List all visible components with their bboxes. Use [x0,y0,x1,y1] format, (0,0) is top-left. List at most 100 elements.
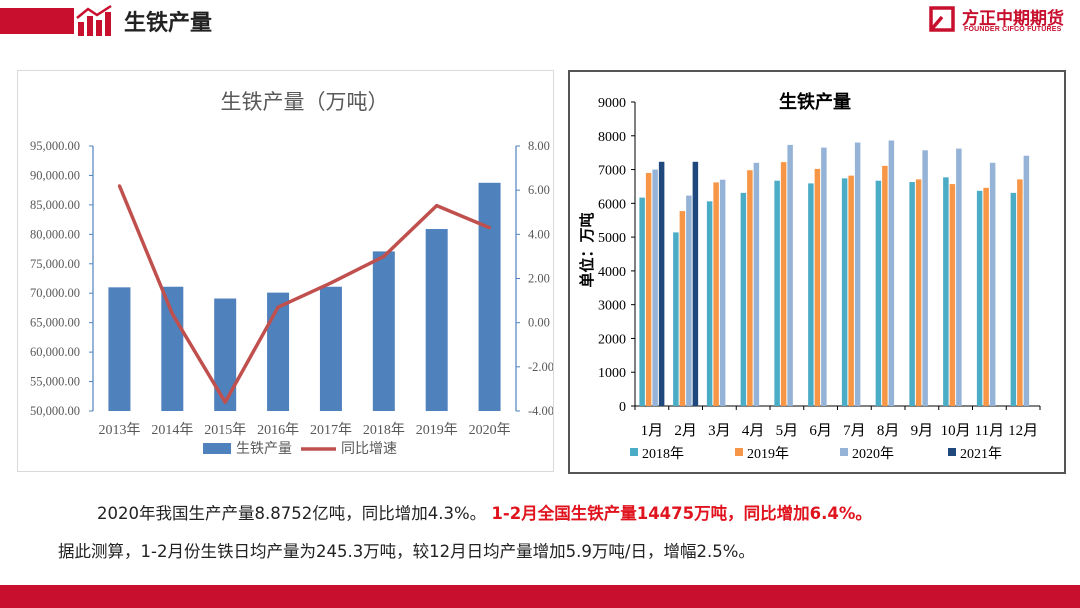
bar-2020年 [686,195,692,406]
bar-2018年 [673,232,679,406]
bar-2019年 [983,187,989,406]
logo-mark-icon [929,6,955,32]
bar-2018年 [774,180,780,406]
bar-2019年 [949,184,956,406]
bar-output [161,286,184,411]
line-point [435,204,439,208]
y-tick-label: 8000 [598,130,626,145]
bar-2019年 [747,170,753,406]
y-left-tick-label: 85,000.00 [30,198,80,212]
legend-swatch [735,448,743,456]
bar-2020年 [888,140,895,407]
legend-label: 2019年 [747,446,789,462]
legend-swatch [840,448,848,456]
bar-2019年 [848,175,854,406]
bar-2020年 [652,169,658,406]
bar-2020年 [989,162,996,406]
bar-chart-icon [74,4,114,38]
line-point [488,226,492,230]
y-right-tick-label: 6.00 [528,183,550,197]
bar-output [319,286,342,411]
y-axis-label: 单位：万吨 [578,212,596,287]
footer-bar [0,585,1080,608]
chart-title: 生铁产量 [779,91,851,112]
x-tick-label: 7月 [843,423,866,439]
y-left-tick-label: 60,000.00 [30,345,80,359]
bar-2019年 [679,211,686,406]
bar-2018年 [706,201,713,406]
line-point [117,184,121,188]
bar-2018年 [639,197,645,406]
bar-2018年 [875,180,882,406]
bar-2018年 [841,178,848,406]
y-left-tick-label: 90,000.00 [30,168,80,182]
bar-output [478,182,501,411]
line-point [223,400,227,404]
bar-2019年 [814,168,821,406]
logo-cn-text: 方正中期期货 [962,9,1064,29]
legend-label: 2021年 [960,446,1002,462]
x-tick-label: 11月 [975,423,1004,439]
bar-2021年 [658,161,665,406]
line-point [276,305,280,309]
x-tick-label: 4月 [742,423,765,439]
x-tick-label: 2016年 [257,422,299,438]
bar-2020年 [787,144,793,407]
legend-swatch [630,448,638,456]
x-tick-label: 2017年 [310,422,352,438]
summary-highlight-text: 1-2月全国生铁产量14475万吨，同比增加6.4%。 [491,504,872,523]
y-left-tick-label: 70,000.00 [30,286,80,300]
bar-output [108,287,131,411]
x-tick-label: 2019年 [416,422,458,438]
bar-2020年 [854,142,861,406]
annual-output-chart: 生铁产量（万吨） 50,000.00 55,000.00 60,000.00 65,00… [17,70,554,472]
bar-2019年 [1017,179,1023,406]
y-left-tick-label: 80,000.00 [30,227,80,241]
summary-line-2: 据此测算，1-2月份生铁日均产量为245.3万吨，较12月日均产量增加5.9万吨… [58,542,755,561]
y-tick-label: 5000 [598,231,626,246]
x-tick-label: 2013年 [98,422,140,438]
y-left-tick-label: 75,000.00 [30,257,80,271]
bar-2018年 [740,192,747,406]
x-tick-label: 12月 [1008,423,1038,439]
y-tick-label: 2000 [598,332,626,347]
summary-line-1: 2020年我国生产产量8.8752亿吨，同比增加4.3%。 1-2月全国生铁产量… [97,500,872,524]
line-point [382,254,386,258]
bar-2021年 [692,161,699,406]
x-tick-label: 10月 [941,423,971,439]
x-tick-label: 5月 [776,423,799,439]
summary-annual-text: 2020年我国生产产量8.8752亿吨，同比增加4.3%。 [97,504,487,523]
line-yoy-growth [117,185,491,404]
legend-swatch-bar [203,443,231,454]
bar-2020年 [753,162,760,406]
bar-2018年 [909,182,915,406]
monthly-output-chart: 生铁产量 0 1000 2000 3000 4000 5000 6000 7000 8000 900… [568,70,1066,474]
bar-2019年 [882,165,888,406]
chart-title: 生铁产量（万吨） [221,90,389,114]
x-tick-label: 3月 [708,423,731,439]
bar-2019年 [713,182,719,406]
x-tick-label: 2月 [674,423,697,439]
x-tick-label: 8月 [877,423,900,439]
y-left-tick-label: 50,000.00 [30,404,80,418]
bar-2020年 [956,148,962,406]
legend-label-line: 同比增速 [341,441,397,457]
x-tick-label: 6月 [809,423,832,439]
y-right-tick-label: 2.00 [528,272,550,286]
bar-2020年 [1023,155,1030,406]
x-tick-label: 2014年 [151,422,193,438]
y-right-tick-label: -2.00 [528,360,553,374]
line-point [329,281,333,285]
header-accent-bar [0,8,74,34]
bar-2019年 [645,172,652,406]
bar-2018年 [976,190,983,406]
bar-2018年 [1010,192,1017,406]
legend-swatch [948,448,956,456]
y-tick-label: 4000 [598,265,626,280]
bar-2019年 [915,179,922,406]
y-tick-label: 1000 [598,366,626,381]
annual-output-chart-svg: 生铁产量（万吨） 50,000.00 55,000.00 60,000.00 65,00… [30,90,554,457]
x-tick-label: 2020年 [469,422,511,438]
legend-label: 2020年 [852,446,894,462]
legend-label-bar: 生铁产量 [236,441,292,457]
